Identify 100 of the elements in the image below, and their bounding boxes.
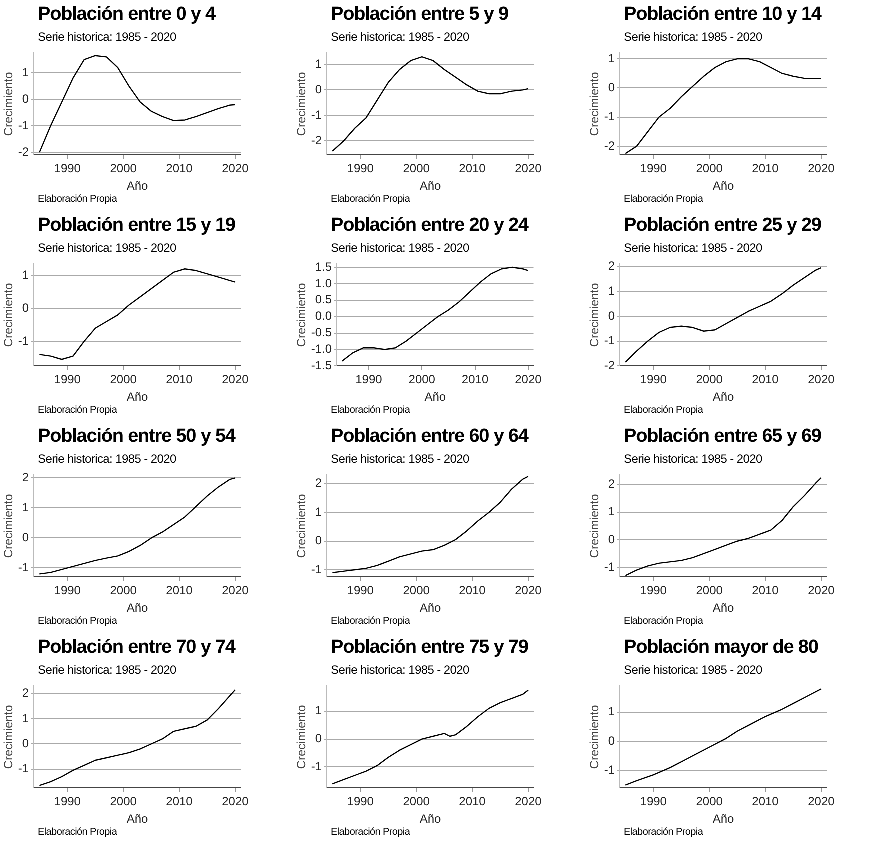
text: Elaboración Propia: [331, 405, 412, 417]
y-tick-label: -2: [18, 144, 30, 159]
chart-subtitle: Serie historica: 1985 - 2020: [331, 452, 470, 466]
x-axis-title: Año: [420, 812, 442, 826]
chart-title: Población entre 50 y 54: [38, 426, 237, 448]
y-tick-label: -1.5: [311, 358, 332, 373]
x-tick-label: 2010: [166, 794, 194, 809]
x-tick-label: 2000: [110, 794, 138, 809]
y-tick-label: 1: [22, 65, 30, 80]
x-tick-label: 2020: [222, 794, 250, 809]
x-tick-label: 2010: [752, 584, 780, 598]
text: Elaboración Propia: [624, 616, 704, 628]
chart-title: Población entre 65 y 69: [624, 426, 822, 448]
text: Elaboración Propia: [38, 405, 118, 417]
y-tick-label: 1: [315, 504, 322, 519]
text: Elaboración Propia: [331, 827, 412, 839]
x-tick-label: 1990: [640, 794, 668, 809]
y-axis-title: Crecimiento: [588, 704, 602, 770]
y-axis-title: Crecimiento: [294, 704, 309, 770]
y-tick-label: -1: [604, 334, 616, 348]
y-tick-label: -1.0: [311, 342, 332, 356]
y-tick-label: 1.5: [315, 260, 332, 274]
chart-subtitle: Serie historica: 1985 - 2020: [38, 241, 178, 255]
chart-subtitle: Serie historica: 1985 - 2020: [331, 30, 470, 44]
text: Elaboración Propia: [331, 194, 412, 206]
chart-title: Población entre 20 y 24: [331, 215, 530, 237]
y-tick-label: 0: [608, 308, 616, 323]
x-tick-label: 2000: [696, 372, 724, 387]
x-tick-label: 2020: [808, 162, 836, 176]
x-tick-label: 2020: [222, 584, 250, 598]
chart-title: Población entre 75 y 79: [331, 637, 530, 659]
chart-subtitle: Serie historica: 1985 - 2020: [38, 663, 178, 677]
y-tick-label: -1: [18, 334, 30, 348]
y-axis-title: Crecimiento: [588, 494, 602, 558]
x-tick-label: 1990: [640, 162, 668, 176]
y-tick-label: 2: [22, 470, 30, 485]
text: Elaboración Propia: [624, 194, 704, 206]
x-tick-label: 1990: [347, 584, 374, 598]
x-tick-label: 2020: [515, 372, 542, 387]
y-tick-label: -2: [604, 138, 616, 153]
x-tick-label: 1990: [347, 162, 374, 176]
x-tick-label: 2000: [403, 584, 430, 598]
x-tick-label: 2000: [696, 584, 724, 598]
y-tick-label: 0: [22, 300, 30, 315]
y-tick-label: 0: [608, 734, 616, 748]
y-tick-label: 0: [315, 732, 322, 746]
x-tick-label: 2010: [752, 162, 780, 176]
x-axis-title: Año: [420, 179, 442, 194]
y-axis-title: Crecimiento: [588, 282, 602, 348]
x-tick-label: 2020: [222, 162, 250, 176]
x-tick-label: 1990: [356, 372, 383, 387]
y-tick-label: 1: [608, 51, 616, 66]
y-axis-title: Crecimiento: [2, 72, 16, 136]
y-tick-label: 1: [315, 704, 322, 718]
y-tick-label: 0: [22, 736, 30, 750]
y-tick-label: 2: [315, 476, 322, 490]
y-tick-label: -1: [18, 118, 30, 132]
x-tick-label: 2010: [166, 584, 194, 598]
y-tick-label: 0: [315, 534, 322, 548]
y-tick-label: 1: [608, 284, 616, 298]
chart-subtitle: Serie historica: 1985 - 2020: [331, 241, 470, 255]
y-tick-label: -1: [18, 560, 30, 575]
x-axis-title: Año: [126, 390, 149, 404]
y-tick-label: 1: [22, 711, 30, 726]
chart-subtitle: Serie historica: 1985 - 2020: [624, 663, 764, 677]
x-tick-label: 2000: [696, 162, 724, 176]
x-tick-label: 2000: [403, 162, 430, 176]
y-tick-label: 2: [608, 477, 616, 492]
y-axis-title: Crecimiento: [2, 494, 16, 558]
x-tick-label: 2000: [403, 794, 430, 809]
x-tick-label: 2010: [459, 584, 486, 598]
y-tick-label: -1: [311, 108, 322, 122]
y-axis-title: Crecimiento: [588, 72, 602, 136]
x-axis-title: Año: [126, 179, 149, 194]
y-tick-label: 2: [608, 259, 616, 273]
x-tick-label: 2000: [110, 162, 138, 176]
y-tick-label: 0.5: [315, 292, 332, 307]
x-axis-title: Año: [126, 812, 149, 826]
x-tick-label: 2000: [110, 372, 138, 387]
x-tick-label: 1990: [640, 372, 668, 387]
y-tick-label: -1: [604, 560, 616, 574]
text: Elaboración Propia: [38, 616, 118, 628]
chart-title: Población entre 0 y 4: [38, 4, 217, 26]
chart-subtitle: Serie historica: 1985 - 2020: [331, 663, 470, 677]
x-tick-label: 2010: [752, 794, 780, 809]
chart-subtitle: Serie historica: 1985 - 2020: [38, 452, 178, 466]
y-tick-label: 1: [608, 504, 616, 519]
y-axis-title: Crecimiento: [294, 282, 309, 348]
x-tick-label: 2000: [696, 794, 724, 809]
chart-title: Población entre 70 y 74: [38, 637, 237, 659]
chart-subtitle: Serie historica: 1985 - 2020: [624, 30, 764, 44]
y-tick-label: -2: [604, 358, 616, 373]
x-tick-label: 1990: [54, 794, 82, 809]
y-tick-label: 0: [608, 532, 616, 546]
y-axis-title: Crecimiento: [2, 282, 16, 348]
y-tick-label: -1: [311, 760, 322, 774]
y-tick-label: -0.5: [311, 326, 332, 340]
x-tick-label: 2000: [408, 372, 436, 387]
x-axis-title: Año: [424, 390, 446, 404]
x-axis-title: Año: [420, 601, 442, 616]
